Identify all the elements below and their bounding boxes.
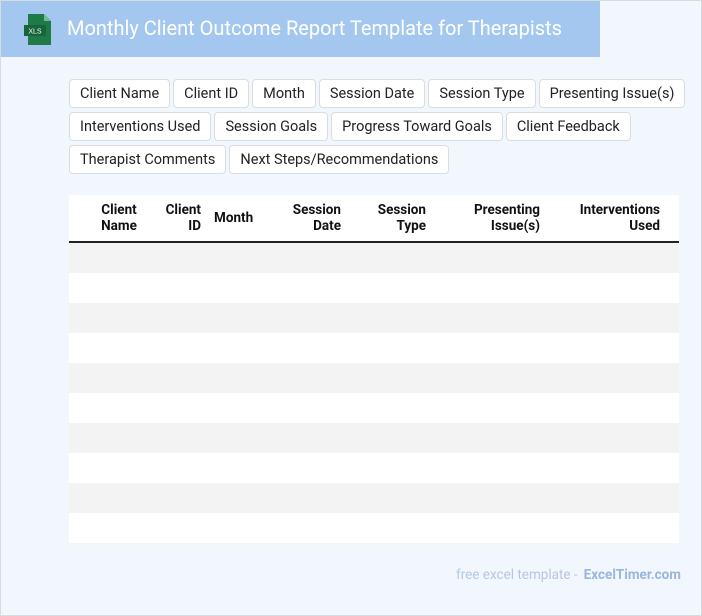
table-row <box>69 363 679 393</box>
table-row <box>69 453 679 483</box>
table-row <box>69 303 679 333</box>
footer: free excel template - ExcelTimer.com <box>456 567 681 583</box>
column-header-text: Session Type <box>377 202 426 234</box>
column-header-text: Session Date <box>292 202 341 234</box>
column-header: Session Date <box>281 202 341 234</box>
table-body <box>69 243 679 543</box>
table-row <box>69 513 679 543</box>
tag: Session Type <box>428 79 536 108</box>
tag: Interventions Used <box>69 112 212 141</box>
column-header: Presenting Issue(s) <box>450 202 540 234</box>
tag: Therapist Comments <box>69 145 227 174</box>
table-header: Client Name Client ID Month Session Date Ses… <box>69 195 679 243</box>
table-row <box>69 273 679 303</box>
tag: Session Date <box>318 79 426 108</box>
tag: Client Feedback <box>505 112 631 141</box>
column-header-text: Client ID <box>165 202 201 234</box>
header: XLS Monthly Client Outcome Report Templa… <box>1 1 600 57</box>
tag: Presenting Issue(s) <box>538 79 686 108</box>
xls-icon: XLS <box>24 14 51 45</box>
column-header: Interventions Used <box>565 202 660 234</box>
table: Client Name Client ID Month Session Date Ses… <box>69 195 679 543</box>
column-header-text: Client Name <box>101 202 137 234</box>
tag: Session Goals <box>214 112 329 141</box>
column-header: Client Name <box>89 202 149 234</box>
column-header-text: Month <box>214 210 254 226</box>
column-header-text: Interventions Used <box>579 202 660 234</box>
table-row <box>69 483 679 513</box>
tag: Progress Toward Goals <box>331 112 503 141</box>
tag: Next Steps/Recommendations <box>229 145 450 174</box>
tag: Client Name <box>69 79 171 108</box>
tag-list: Client Name Client ID Month Session Date Ses… <box>69 79 701 174</box>
title: Monthly Client Outcome Report Template f… <box>67 16 562 40</box>
column-header: Client ID <box>157 202 201 234</box>
tag: Month <box>252 79 316 108</box>
column-header: Session Type <box>366 202 426 234</box>
tag: Client ID <box>173 79 250 108</box>
table-row <box>69 243 679 273</box>
column-header: Month <box>214 210 264 226</box>
icon-label: XLS <box>28 29 42 36</box>
column-header-text: Presenting Issue(s) <box>473 202 540 234</box>
table-row <box>69 423 679 453</box>
table-row <box>69 333 679 363</box>
footer-link[interactable]: ExcelTimer.com <box>583 567 681 583</box>
table-row <box>69 393 679 423</box>
footer-text: free excel template - <box>456 567 578 583</box>
